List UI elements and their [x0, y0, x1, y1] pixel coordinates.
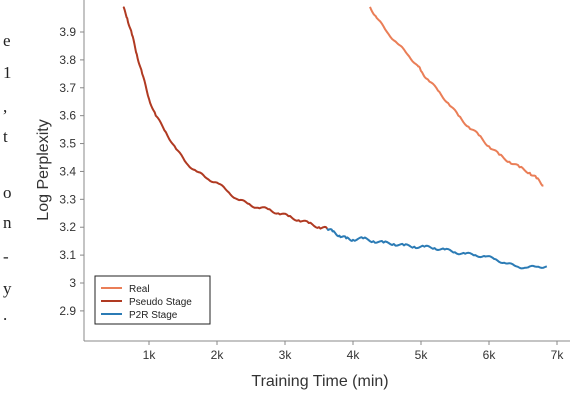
edge-fragment: o [3, 183, 12, 202]
y-tick-label: 3 [69, 276, 76, 290]
edge-fragment: e [3, 31, 11, 50]
legend-label: Pseudo Stage [129, 297, 192, 308]
y-tick-label: 3.8 [59, 53, 76, 67]
y-tick-label: 3.2 [59, 220, 76, 234]
series-lines [122, 6, 548, 270]
series-line-real [369, 6, 544, 187]
y-tick-label: 3.3 [59, 192, 76, 206]
y-tick-label: 3.1 [59, 248, 76, 262]
edge-fragment: 1 [3, 63, 12, 82]
edge-fragment: t [3, 127, 8, 146]
cropped-text-fragments: e 1, t on - y. [3, 31, 12, 324]
y-tick-label: 3.9 [59, 25, 76, 39]
legend-label: P2R Stage [129, 310, 178, 321]
edge-fragment: n [3, 213, 12, 232]
x-tick-label: 3k [279, 348, 293, 362]
x-tick-label: 2k [211, 348, 225, 362]
y-tick-label: 3.4 [59, 164, 76, 178]
legend-label: Real [129, 284, 150, 295]
x-axis-title: Training Time (min) [251, 373, 388, 390]
legend: Real Pseudo Stage P2R Stage [94, 275, 211, 325]
edge-fragment: y [3, 279, 12, 298]
x-tick-label: 7k [551, 348, 565, 362]
y-tick-label: 2.9 [59, 304, 76, 318]
x-tick-label: 4k [347, 348, 361, 362]
series-line-p2r-stage [326, 228, 548, 270]
y-axis-ticks: 2.9 3 3.1 3.2 3.3 3.4 3.5 3.6 3.7 3.8 3.9 [59, 25, 84, 318]
edge-fragment: . [3, 305, 7, 324]
edge-fragment: - [3, 247, 9, 266]
y-tick-label: 3.5 [59, 137, 76, 151]
x-tick-label: 1k [143, 348, 157, 362]
series-line-pseudo-stage [122, 6, 328, 230]
edge-fragment: , [3, 97, 7, 116]
x-tick-label: 6k [483, 348, 497, 362]
y-tick-label: 3.6 [59, 109, 76, 123]
y-axis-title: Log Perplexity [35, 119, 52, 220]
x-axis-ticks: 1k 2k 3k 4k 5k 6k 7k [143, 341, 565, 362]
x-tick-label: 5k [415, 348, 429, 362]
y-tick-label: 3.7 [59, 81, 76, 95]
